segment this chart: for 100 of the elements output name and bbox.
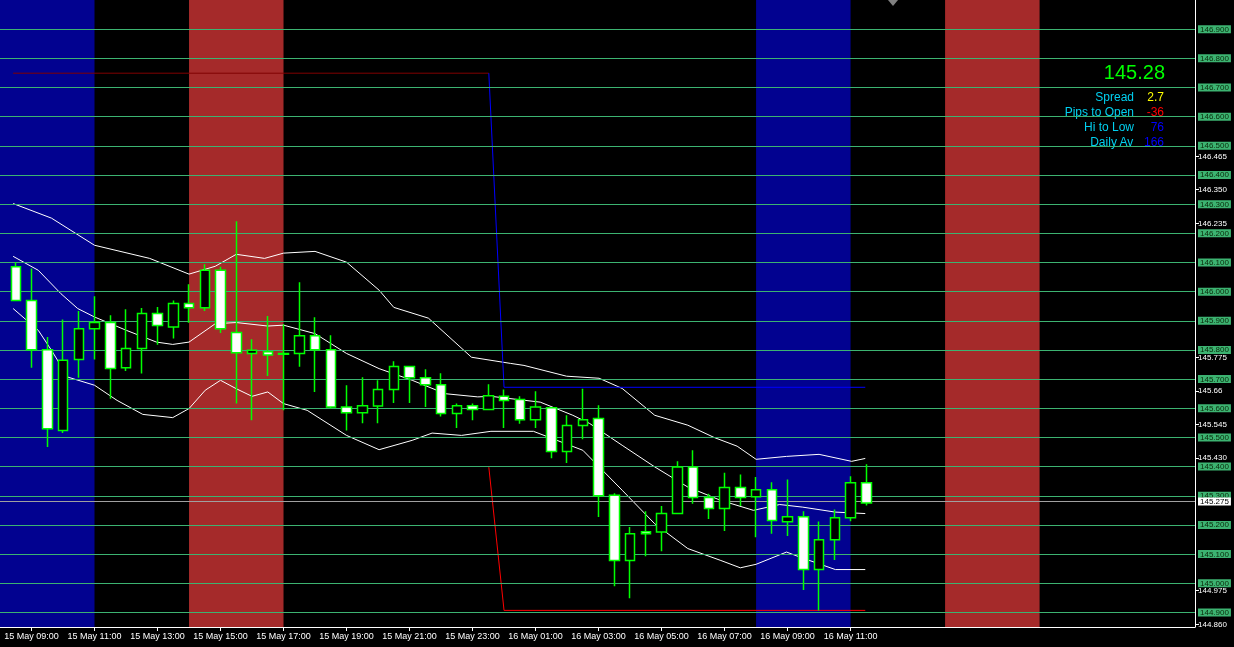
y-tick-label: 145.775 — [1198, 352, 1228, 362]
candlestick — [167, 299, 180, 340]
x-tick-label: 15 May 09:00 — [4, 630, 59, 641]
ref-line-label: 146.500 — [1200, 141, 1230, 151]
ref-line-label: 146.400 — [1200, 170, 1230, 180]
y-tick-label: 146.465 — [1198, 151, 1228, 161]
ref-line-label: 145.275 — [1200, 497, 1230, 507]
candlestick — [356, 376, 369, 424]
candlestick — [718, 471, 731, 532]
candlestick — [104, 314, 117, 400]
x-tick-label: 15 May 19:00 — [319, 630, 374, 641]
ref-line-label: 146.000 — [1200, 287, 1230, 297]
candlestick — [277, 323, 290, 412]
candlestick — [10, 261, 22, 302]
candlestick — [214, 266, 227, 334]
annotation: Pips to Open — [1064, 105, 1134, 119]
candlestick — [41, 336, 54, 448]
ref-line-label: 145.600 — [1200, 403, 1230, 413]
candlestick — [829, 508, 841, 561]
candlestick — [577, 387, 589, 440]
candlestick — [88, 295, 101, 361]
x-tick-label: 16 May 01:00 — [508, 630, 563, 641]
candlestick — [844, 475, 857, 522]
candlestick — [671, 460, 684, 515]
ref-line-label: 144.900 — [1200, 607, 1230, 617]
ref-line-label: 145.900 — [1200, 316, 1230, 326]
y-tick-label: 146.235 — [1198, 218, 1228, 228]
candlestick — [199, 263, 211, 312]
annotation: Spread — [1095, 90, 1135, 104]
x-tick-label: 15 May 17:00 — [256, 630, 311, 641]
x-tick-label: 15 May 15:00 — [193, 630, 248, 641]
candlestick — [183, 283, 195, 324]
candlestick — [529, 390, 542, 429]
ref-line-label: 146.700 — [1200, 82, 1230, 92]
candlestick — [608, 492, 621, 587]
ref-line-label: 145.200 — [1200, 520, 1230, 530]
ref-line-label: 145.500 — [1200, 432, 1230, 442]
candlestick — [734, 473, 747, 507]
candlestick — [687, 449, 699, 505]
ref-line-label: 146.300 — [1200, 199, 1230, 209]
y-tick-label: 145.545 — [1198, 419, 1228, 429]
candlestick — [561, 414, 573, 464]
ref-line-label: 145.800 — [1200, 345, 1230, 355]
x-tick-label: 16 May 11:00 — [823, 630, 878, 641]
ref-line-label: 146.200 — [1200, 228, 1230, 238]
annotation: -36 — [1146, 105, 1165, 119]
annotation: Hi to Low — [1083, 120, 1135, 134]
candlestick — [514, 395, 526, 425]
annotation: 76 — [1150, 120, 1165, 134]
ref-line-label: 146.100 — [1200, 257, 1230, 267]
candlestick — [120, 308, 132, 372]
candlestick — [151, 306, 164, 346]
annotation: Daily Av — [1090, 135, 1134, 149]
candlestick — [860, 463, 873, 507]
candlestick — [262, 315, 274, 377]
candlestick — [750, 476, 762, 538]
candlestick — [136, 307, 148, 375]
annotation: 145.28 — [1103, 61, 1165, 83]
ref-line-label: 145.700 — [1200, 374, 1230, 384]
candlestick — [419, 368, 432, 408]
candlestick — [624, 526, 636, 599]
candlestick — [451, 402, 463, 429]
annotation: 166 — [1143, 135, 1165, 149]
candlestick — [388, 360, 400, 404]
candlestick — [498, 388, 510, 429]
candlestick — [372, 379, 384, 424]
ref-line-label: 146.900 — [1200, 24, 1230, 34]
candlestick — [545, 406, 558, 459]
x-tick-label: 15 May 13:00 — [130, 630, 185, 641]
candlestick — [466, 402, 479, 421]
ref-line-label: 145.000 — [1200, 578, 1230, 588]
candlestick — [640, 510, 652, 557]
x-tick-label: 15 May 11:00 — [67, 630, 122, 641]
y-tick-label: 144.975 — [1198, 586, 1228, 596]
x-tick-label: 16 May 07:00 — [697, 630, 752, 641]
candlestick — [482, 383, 495, 411]
ref-line-label: 145.100 — [1200, 549, 1230, 559]
candlestick — [73, 310, 85, 379]
candlestick — [781, 478, 794, 537]
candlestick — [325, 334, 337, 410]
candlestick — [246, 338, 258, 421]
y-tick-label: 144.860 — [1198, 619, 1228, 629]
annotation: 2.7 — [1147, 90, 1165, 104]
candlestick — [435, 372, 447, 418]
x-tick-label: 16 May 05:00 — [634, 630, 689, 641]
x-tick-label: 16 May 09:00 — [760, 630, 815, 641]
x-tick-label: 15 May 21:00 — [382, 630, 437, 641]
y-tick-label: 145.66 — [1198, 386, 1224, 396]
ref-line-label: 146.800 — [1200, 53, 1230, 63]
candlestick — [403, 365, 416, 404]
y-tick-label: 146.350 — [1198, 185, 1228, 195]
ref-line-label: 146.600 — [1200, 112, 1230, 122]
x-tick-label: 16 May 03:00 — [571, 630, 626, 641]
candlestick — [813, 520, 825, 612]
candlestick — [309, 316, 321, 393]
candlestick — [655, 505, 668, 552]
candlestick — [340, 384, 353, 432]
y-tick-label: 145.430 — [1198, 453, 1228, 463]
candlestick — [293, 281, 306, 368]
candlestick — [57, 318, 69, 434]
